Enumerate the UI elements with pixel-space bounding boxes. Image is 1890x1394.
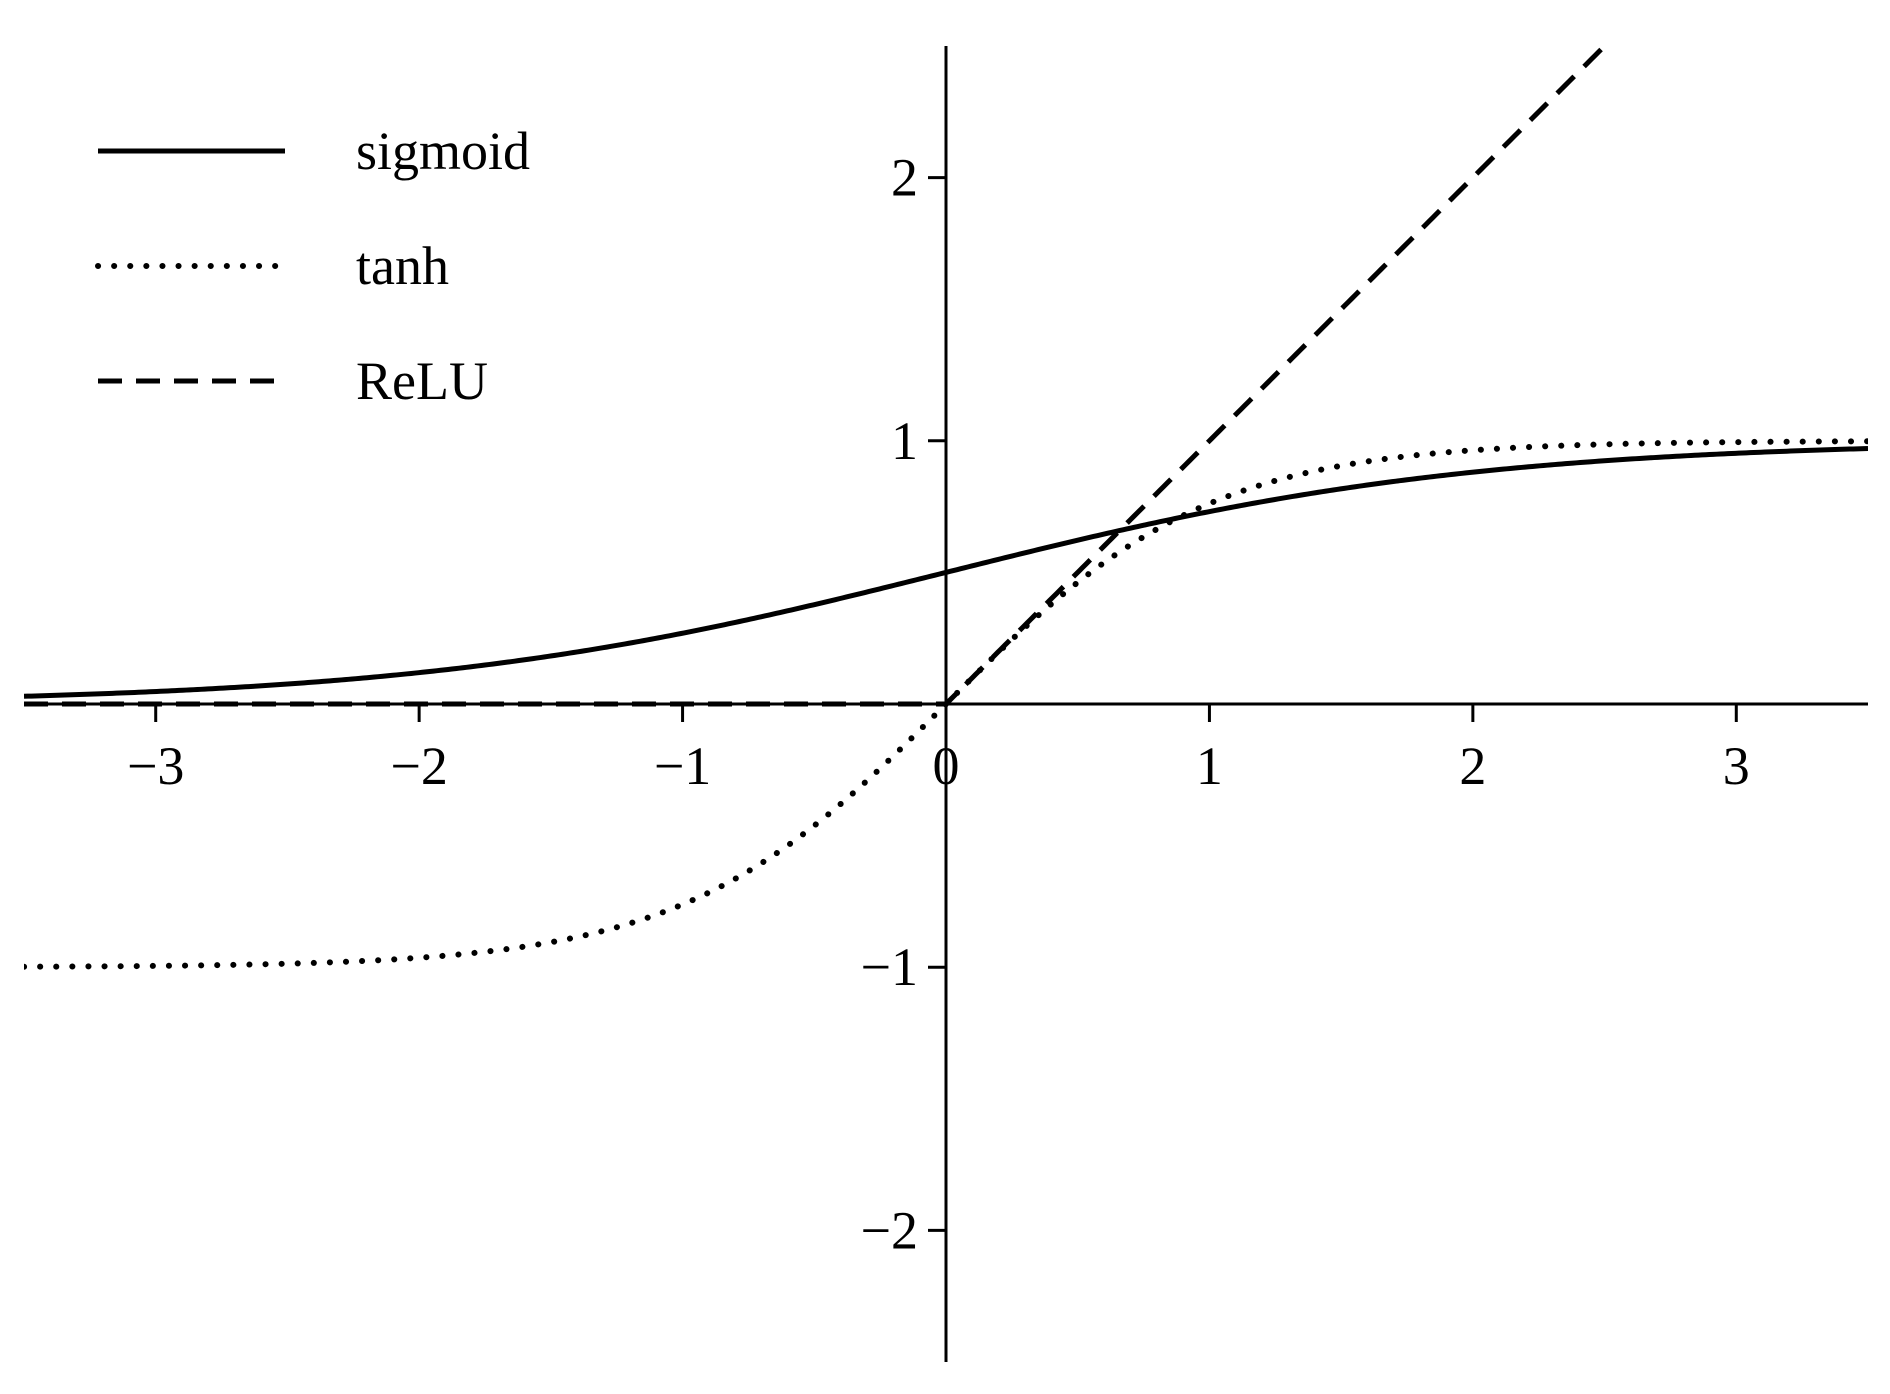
legend-label-relu: ReLU bbox=[356, 351, 488, 411]
y-tick-label: 1 bbox=[891, 411, 918, 471]
x-tick-label: 1 bbox=[1196, 736, 1223, 796]
legend-label-sigmoid: sigmoid bbox=[356, 121, 530, 181]
x-tick-label: 0 bbox=[933, 736, 960, 796]
x-tick-label: 2 bbox=[1459, 736, 1486, 796]
x-tick-label: 3 bbox=[1723, 736, 1750, 796]
x-tick-label: −3 bbox=[127, 736, 184, 796]
legend: sigmoid tanh ReLU bbox=[95, 121, 530, 411]
y-tick-label: −2 bbox=[861, 1200, 918, 1260]
x-tick-label: −1 bbox=[654, 736, 711, 796]
legend-label-tanh: tanh bbox=[356, 236, 449, 296]
y-tick-label: 2 bbox=[891, 148, 918, 208]
ticks: −3 −2 −1 0 1 2 3 −2 −1 1 2 bbox=[127, 148, 1750, 1261]
y-tick-label: −1 bbox=[861, 937, 918, 997]
x-tick-label: −2 bbox=[390, 736, 447, 796]
